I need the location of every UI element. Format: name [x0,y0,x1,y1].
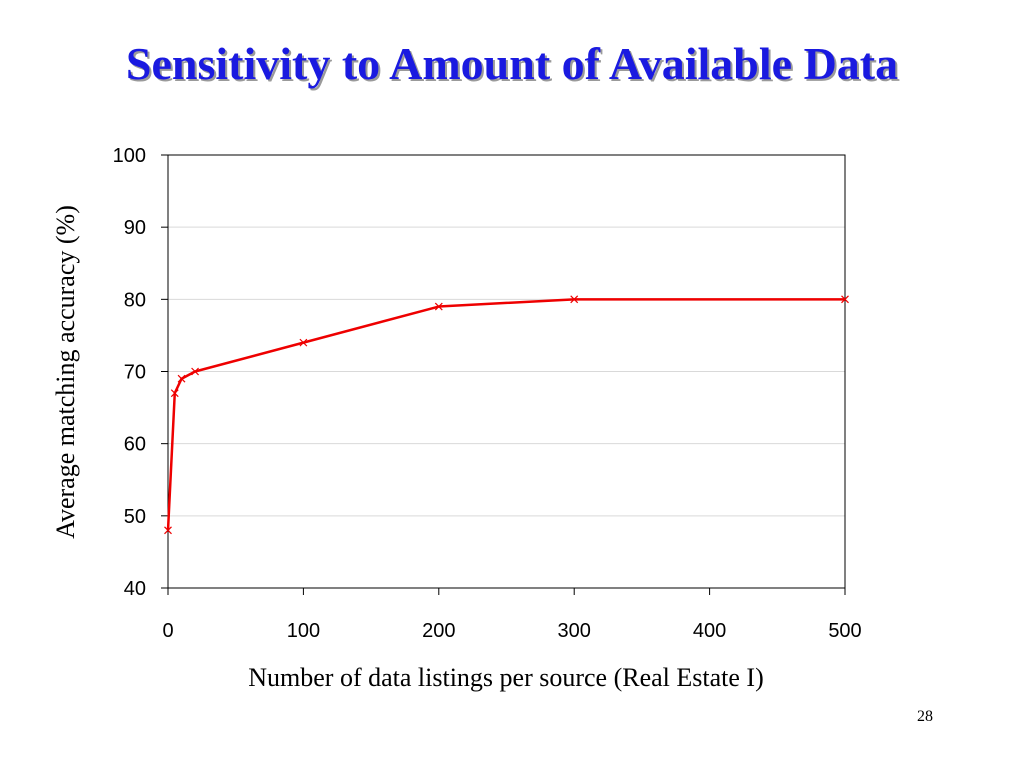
y-axis-ticks: 40 50 60 70 80 90 100 [113,145,168,600]
data-point [299,338,308,347]
x-tick-label: 0 [162,620,173,642]
x-tick-label: 400 [693,620,726,642]
x-axis-title: Number of data listings per source (Real… [248,663,764,692]
point-marker-stroke [164,526,172,535]
data-point [570,295,579,304]
point-marker-stroke [299,338,308,347]
y-tick-label: 100 [113,145,146,167]
y-tick-label: 40 [124,578,146,600]
point-marker-stroke [841,295,849,304]
point-marker-stroke [570,295,579,304]
gridlines [168,226,845,517]
x-tick-label: 100 [287,620,320,642]
y-tick-label: 80 [124,289,146,311]
point-marker-stroke [191,367,200,376]
data-point [841,295,849,304]
x-axis-ticks: 0 100 200 300 400 500 [162,588,862,642]
x-tick-label: 300 [558,620,591,642]
data-point [164,526,172,535]
data-point [177,374,186,383]
x-tick-label: 500 [828,620,861,642]
y-tick-label: 90 [124,217,146,239]
page-number: 28 [917,708,933,725]
data-point [434,302,443,311]
slide-title: Sensitivity to Amount of Available Data [125,38,899,89]
series-line [166,298,845,531]
y-tick-label: 70 [124,362,146,384]
point-marker-stroke [434,302,443,311]
data-point [191,367,200,376]
series-layer [164,295,849,535]
point-marker-stroke [170,389,179,398]
y-tick-label: 50 [124,506,146,528]
data-point [170,389,179,398]
y-axis-title: Average matching accuracy (%) [51,205,80,539]
x-tick-label: 200 [422,620,455,642]
point-marker-stroke [177,374,186,383]
y-tick-label: 60 [124,434,146,456]
